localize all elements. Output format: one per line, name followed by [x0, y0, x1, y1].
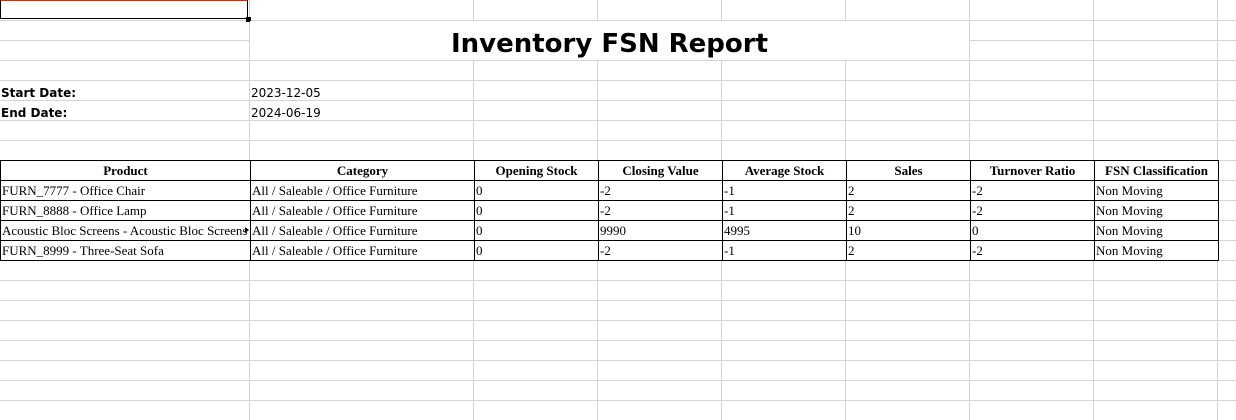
cell-closing-value[interactable]: -2 [598, 180, 723, 201]
cell-fsn-classification[interactable]: Non Moving [1094, 180, 1219, 201]
header-turnover-ratio[interactable]: Turnover Ratio [970, 160, 1095, 181]
cell-average-stock[interactable]: -1 [722, 180, 847, 201]
cell-closing-value[interactable]: 9990 [598, 220, 723, 241]
cell-average-stock[interactable]: -1 [722, 240, 847, 261]
end-date-value[interactable]: 2024-06-19 [251, 106, 321, 120]
cell-average-stock[interactable]: -1 [722, 200, 847, 221]
cell-closing-value[interactable]: -2 [598, 240, 723, 261]
table-row: FURN_7777 - Office Chair All / Saleable … [0, 180, 1219, 201]
cell-product[interactable]: FURN_7777 - Office Chair [0, 180, 251, 201]
cell-opening-stock[interactable]: 0 [474, 220, 599, 241]
cell-fsn-classification[interactable]: Non Moving [1094, 220, 1219, 241]
report-title: Inventory FSN Report [450, 29, 769, 59]
header-fsn-classification[interactable]: FSN Classification [1094, 160, 1219, 181]
cell-category[interactable]: All / Saleable / Office Furniture [250, 200, 475, 221]
cell-fsn-classification[interactable]: Non Moving [1094, 240, 1219, 261]
cell-turnover-ratio[interactable]: -2 [970, 180, 1095, 201]
header-category[interactable]: Category [250, 160, 475, 181]
header-sales[interactable]: Sales [846, 160, 971, 181]
cell-opening-stock[interactable]: 0 [474, 180, 599, 201]
table-header-row: Product Category Opening Stock Closing V… [0, 160, 1219, 181]
fsn-table: Product Category Opening Stock Closing V… [0, 160, 1219, 261]
header-average-stock[interactable]: Average Stock [722, 160, 847, 181]
table-row: FURN_8999 - Three-Seat Sofa All / Saleab… [0, 240, 1219, 261]
cell-category[interactable]: All / Saleable / Office Furniture [250, 220, 475, 241]
cell-category[interactable]: All / Saleable / Office Furniture [250, 240, 475, 261]
cell-sales[interactable]: 2 [846, 240, 971, 261]
cell-turnover-ratio[interactable]: -2 [970, 240, 1095, 261]
cell-sales[interactable]: 10 [846, 220, 971, 241]
header-closing-value[interactable]: Closing Value [598, 160, 723, 181]
table-row: FURN_8888 - Office Lamp All / Saleable /… [0, 200, 1219, 221]
cell-sales[interactable]: 2 [846, 200, 971, 221]
start-date-label: Start Date: [1, 86, 77, 100]
cell-category[interactable]: All / Saleable / Office Furniture [250, 180, 475, 201]
header-opening-stock[interactable]: Opening Stock [474, 160, 599, 181]
merged-title-cell[interactable] [250, 21, 969, 60]
cell-product[interactable]: FURN_8999 - Three-Seat Sofa [0, 240, 251, 261]
header-product[interactable]: Product [0, 160, 251, 181]
cell-turnover-ratio[interactable]: -2 [970, 200, 1095, 221]
cell-closing-value[interactable]: -2 [598, 200, 723, 221]
cell-opening-stock[interactable]: 0 [474, 240, 599, 261]
table-row: Acoustic Bloc Screens - Acoustic Bloc Sc… [0, 220, 1219, 241]
end-date-label: End Date: [1, 106, 68, 120]
cell-product[interactable]: FURN_8888 - Office Lamp [0, 200, 251, 221]
selected-cell[interactable] [0, 0, 248, 19]
fill-handle[interactable] [246, 17, 251, 22]
cell-product[interactable]: Acoustic Bloc Screens - Acoustic Bloc Sc… [0, 220, 251, 241]
cell-turnover-ratio[interactable]: 0 [970, 220, 1095, 241]
start-date-value[interactable]: 2023-12-05 [251, 86, 321, 100]
cell-fsn-classification[interactable]: Non Moving [1094, 200, 1219, 221]
cell-sales[interactable]: 2 [846, 180, 971, 201]
cell-opening-stock[interactable]: 0 [474, 200, 599, 221]
cell-average-stock[interactable]: 4995 [722, 220, 847, 241]
